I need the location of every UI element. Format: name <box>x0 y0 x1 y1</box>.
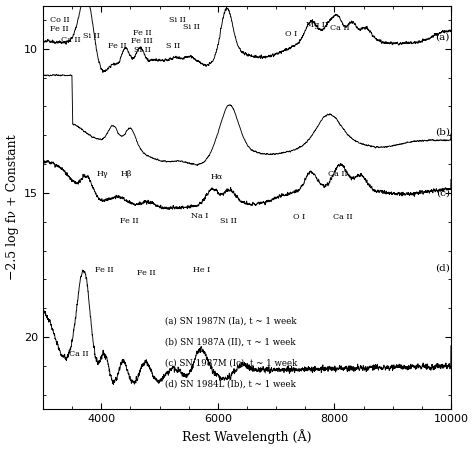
Text: Co II
Fe II: Co II Fe II <box>49 16 69 33</box>
Text: Mg II: Mg II <box>306 22 328 29</box>
Text: Si II: Si II <box>183 23 200 31</box>
Text: (c): (c) <box>436 189 450 198</box>
Text: (b): (b) <box>435 128 450 137</box>
Text: Ca II: Ca II <box>328 170 347 178</box>
Text: Hγ: Hγ <box>97 170 109 178</box>
Text: (a) SN 1987N (Ia), t ~ 1 week: (a) SN 1987N (Ia), t ~ 1 week <box>165 317 297 326</box>
Text: Na I: Na I <box>191 212 208 220</box>
Text: He I: He I <box>193 266 210 274</box>
Text: Fe II: Fe II <box>109 41 127 50</box>
Text: O I: O I <box>293 213 306 221</box>
Y-axis label: −2.5 log fν + Constant: −2.5 log fν + Constant <box>6 135 18 280</box>
Text: Si II: Si II <box>220 217 237 225</box>
Text: Hα: Hα <box>210 173 223 181</box>
Text: (d): (d) <box>435 263 450 272</box>
Text: (a): (a) <box>436 33 450 42</box>
Text: Ca II: Ca II <box>333 213 353 221</box>
Text: Ca II: Ca II <box>61 36 81 44</box>
Text: Ca II: Ca II <box>69 350 89 358</box>
Text: Fe II: Fe II <box>137 270 156 277</box>
Text: (c) SN 1987M (Ic), t ~ 1 week: (c) SN 1987M (Ic), t ~ 1 week <box>165 358 298 367</box>
Text: Si II: Si II <box>83 32 100 40</box>
Text: O I: O I <box>284 30 297 38</box>
Text: Hβ: Hβ <box>121 170 132 178</box>
Text: Fe II: Fe II <box>120 217 138 225</box>
Text: S II: S II <box>166 41 180 50</box>
Text: Fe II: Fe II <box>95 266 114 274</box>
Text: Ca II: Ca II <box>330 24 350 32</box>
X-axis label: Rest Wavelength (Å): Rest Wavelength (Å) <box>182 430 312 445</box>
Text: (d) SN 1984L (Ib), t ~ 1 week: (d) SN 1984L (Ib), t ~ 1 week <box>165 379 296 388</box>
Text: Fe II
Fe III
Si II: Fe II Fe III Si II <box>131 29 153 54</box>
Text: (b) SN 1987A (II), τ ~ 1 week: (b) SN 1987A (II), τ ~ 1 week <box>165 338 296 346</box>
Text: Si II: Si II <box>169 16 185 24</box>
